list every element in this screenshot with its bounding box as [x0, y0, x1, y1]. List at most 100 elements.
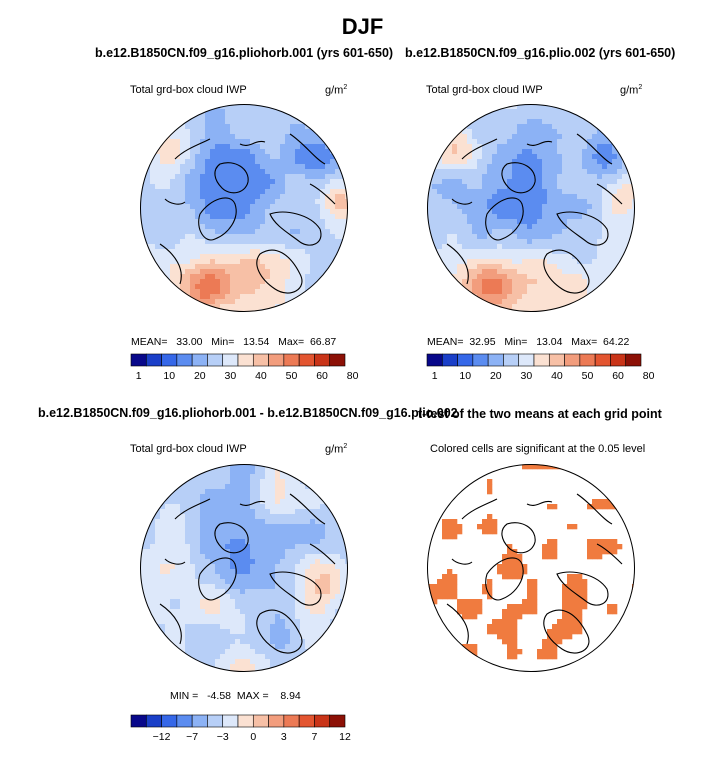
map-cell — [175, 509, 181, 515]
map-cell — [477, 219, 483, 225]
map-cell — [195, 559, 201, 565]
map-cell — [270, 309, 276, 312]
map-cell — [487, 279, 493, 285]
map-cell — [467, 274, 473, 280]
map-cell — [285, 644, 291, 650]
colorbar-box — [283, 714, 300, 728]
map-cell — [270, 509, 276, 515]
map-cell — [240, 119, 246, 125]
map-cell — [442, 194, 448, 200]
map-cell — [487, 289, 493, 295]
map-cell — [220, 514, 226, 520]
map-cell — [195, 609, 201, 615]
map-cell — [220, 589, 226, 595]
map-cell — [310, 204, 316, 210]
sig-cell — [487, 594, 493, 600]
map-cell — [280, 279, 286, 285]
map-cell — [562, 204, 568, 210]
map-cell — [437, 204, 443, 210]
map-cell — [150, 229, 156, 235]
sig-cell — [432, 589, 438, 595]
map-cell — [305, 209, 311, 215]
map-cell — [542, 234, 548, 240]
map-cell — [160, 244, 166, 250]
map-cell — [527, 124, 533, 130]
map-cell — [190, 559, 196, 565]
map-cell — [215, 624, 221, 630]
map-cell — [567, 234, 573, 240]
map-cell — [210, 114, 216, 120]
map-cell — [587, 244, 593, 250]
map-cell — [522, 114, 528, 120]
map-cell — [562, 194, 568, 200]
map-cell — [280, 549, 286, 555]
map-cell — [185, 499, 191, 505]
map-cell — [497, 234, 503, 240]
map-cell — [200, 484, 206, 490]
map-cell — [180, 494, 186, 500]
map-cell — [185, 579, 191, 585]
map-cell — [627, 184, 633, 190]
map-cell — [290, 199, 296, 205]
map-cell — [517, 134, 523, 140]
map-cell — [190, 524, 196, 530]
map-cell — [457, 159, 463, 165]
map-cell — [255, 649, 261, 655]
map-cell — [185, 194, 191, 200]
map-cell — [240, 594, 246, 600]
map-cell — [325, 634, 331, 640]
map-cell — [270, 114, 276, 120]
map-cell — [275, 519, 281, 525]
map-cell — [280, 124, 286, 130]
map-cell — [627, 229, 633, 235]
map-cell — [467, 269, 473, 275]
map-cell — [492, 294, 498, 300]
map-cell — [195, 169, 201, 175]
sig-cell — [612, 604, 618, 610]
map-cell — [245, 159, 251, 165]
map-cell — [215, 649, 221, 655]
map-cell — [205, 489, 211, 495]
map-cell — [310, 244, 316, 250]
coastline — [214, 522, 249, 554]
map-cell — [547, 289, 553, 295]
map-cell — [165, 244, 171, 250]
sig-cell — [597, 554, 603, 560]
map-cell — [497, 139, 503, 145]
map-cell — [280, 624, 286, 630]
colorbar-tick-label: 60 — [612, 370, 624, 382]
map-cell — [250, 464, 256, 470]
map-cell — [190, 294, 196, 300]
map-cell — [195, 119, 201, 125]
map-cell — [310, 584, 316, 590]
map-cell — [320, 524, 326, 530]
map-cell — [215, 219, 221, 225]
map-cell — [532, 184, 538, 190]
map-cell — [225, 554, 231, 560]
map-cell — [175, 609, 181, 615]
map-cell — [185, 114, 191, 120]
map-cell — [205, 289, 211, 295]
map-cell — [205, 539, 211, 545]
map-cell — [180, 279, 186, 285]
map-cell — [250, 604, 256, 610]
map-cell — [195, 619, 201, 625]
map-cell — [215, 109, 221, 115]
map-cell — [250, 109, 256, 115]
map-cell — [467, 254, 473, 260]
map-cell — [200, 149, 206, 155]
coastline — [159, 493, 326, 645]
map-cell — [280, 519, 286, 525]
sig-cell — [602, 499, 608, 505]
map-cell — [597, 274, 603, 280]
map-cell — [532, 204, 538, 210]
map-cell — [230, 289, 236, 295]
map-cell — [240, 274, 246, 280]
map-cell — [300, 114, 306, 120]
map-cell — [497, 204, 503, 210]
map-cell — [305, 174, 311, 180]
map-cell — [195, 174, 201, 180]
map-cell — [195, 264, 201, 270]
map-cell — [547, 174, 553, 180]
map-cell — [497, 294, 503, 300]
